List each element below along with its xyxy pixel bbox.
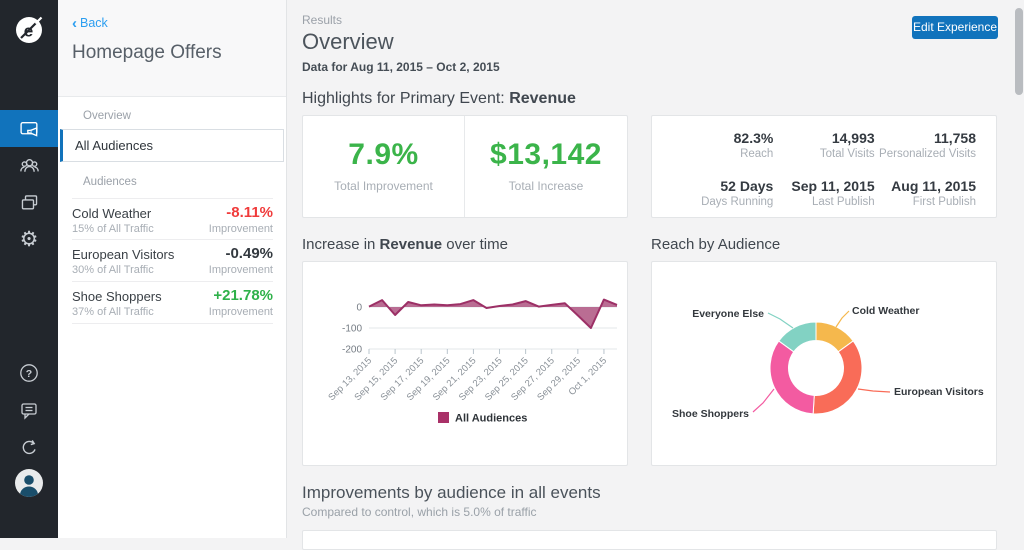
audience-improvement-label: Improvement	[208, 223, 273, 235]
total-improvement-value: 7.9%	[348, 138, 419, 171]
audience-improvement-value: +21.78%	[213, 287, 273, 304]
stat-reach: 82.3% Reach	[733, 130, 774, 160]
optimizely-logo[interactable]: e	[0, 0, 58, 58]
svg-text:-100: -100	[342, 324, 362, 335]
app-rail: e ⚙ ?	[0, 0, 58, 538]
gear-icon: ⚙	[19, 227, 39, 251]
nav-settings[interactable]: ⚙	[0, 221, 58, 258]
svg-text:0: 0	[356, 303, 362, 314]
back-link[interactable]: ‹ Back	[72, 15, 108, 32]
revenue-over-time-chart: 0 -100 -200 Sep 13, 2015 Sep 15, 2015 Sep 17,…	[302, 261, 628, 466]
back-label: Back	[80, 16, 108, 30]
avatar-icon	[15, 469, 43, 497]
total-increase-value: $13,142	[490, 138, 602, 171]
svg-text:Shoe Shoppers: Shoe Shoppers	[672, 408, 749, 420]
edit-experience-button[interactable]: Edit Experience	[912, 16, 998, 39]
total-increase-label: Total Increase	[508, 179, 584, 193]
audience-traffic: 15% of All Traffic	[72, 223, 154, 235]
user-avatar[interactable]	[14, 468, 44, 503]
chevron-left-icon: ‹	[72, 15, 77, 32]
donut-chart-heading: Reach by Audience	[651, 236, 781, 253]
svg-text:?: ?	[26, 368, 32, 380]
experience-title: Homepage Offers	[72, 42, 222, 63]
stat-personalized-visits: 11,758 Personalized Visits	[879, 130, 976, 160]
date-range: Data for Aug 11, 2015 – Oct 2, 2015	[302, 60, 500, 74]
redo-arrow-icon	[22, 439, 36, 454]
page-title: Overview	[302, 29, 394, 54]
redo-button[interactable]	[0, 428, 58, 465]
experience-panel: ‹ Back Homepage Offers Overview All Audie…	[58, 0, 287, 538]
audience-improvement-label: Improvement	[208, 264, 273, 276]
chat-bubble-icon	[21, 402, 37, 420]
sidebar-item-all-audiences[interactable]: All Audiences	[60, 129, 284, 162]
panel-header: ‹ Back Homepage Offers	[58, 0, 286, 97]
audiences-icon	[19, 159, 39, 172]
breadcrumb: Results	[302, 13, 343, 27]
total-improvement-label: Total Improvement	[334, 179, 433, 193]
scrollbar-thumb[interactable]	[1015, 8, 1023, 95]
audience-traffic: 30% of All Traffic	[72, 264, 154, 276]
highlights-card-primary: 7.9% Total Improvement $13,142 Total Inc…	[302, 115, 628, 218]
improvements-card	[302, 530, 997, 550]
highlights-card-stats: 82.3% Reach 14,993 Total Visits 11,758 Pers…	[651, 115, 997, 218]
stat-days-running: 52 Days Days Running	[701, 178, 774, 208]
total-increase-stat: $13,142 Total Increase	[465, 116, 627, 217]
audience-name: Cold Weather	[72, 206, 152, 221]
optimizely-logo-icon: e	[16, 16, 43, 43]
audience-improvement-value: -0.49%	[225, 245, 273, 262]
nav-audiences[interactable]	[0, 147, 58, 184]
results-main: Results Overview Data for Aug 11, 2015 –…	[287, 0, 1024, 550]
audiences-section-label: Audiences	[83, 176, 137, 188]
highlights-heading: Highlights for Primary Event: Revenue	[302, 90, 576, 107]
audience-name: Shoe Shoppers	[72, 289, 162, 304]
total-improvement-stat: 7.9% Total Improvement	[303, 116, 465, 217]
nav-pages[interactable]	[0, 184, 58, 221]
line-chart-heading: Increase in Revenue over time	[302, 236, 508, 253]
nav-experiences[interactable]	[0, 110, 58, 147]
audience-improvement-value: -8.11%	[226, 204, 273, 221]
audience-row-european-visitors[interactable]: European Visitors 30% of All Traffic -0.…	[72, 240, 273, 282]
audience-row-cold-weather[interactable]: Cold Weather 15% of All Traffic -8.11% I…	[72, 198, 273, 240]
svg-text:Cold Weather: Cold Weather	[852, 305, 919, 317]
stat-first-publish: Aug 11, 2015 First Publish	[891, 178, 976, 208]
donut-chart-svg: Cold Weather European Visitors Shoe Shoppe…	[672, 305, 984, 420]
svg-text:European Visitors: European Visitors	[894, 386, 984, 398]
audience-improvement-label: Improvement	[208, 306, 273, 318]
pages-icon	[21, 195, 37, 210]
improvements-subtitle: Compared to control, which is 5.0% of tr…	[302, 505, 537, 519]
svg-text:-200: -200	[342, 345, 362, 356]
audience-row-shoe-shoppers[interactable]: Shoe Shoppers 37% of All Traffic +21.78%…	[72, 282, 273, 324]
help-icon: ?	[20, 363, 38, 382]
svg-text:Everyone Else: Everyone Else	[692, 308, 764, 320]
help-button[interactable]: ?	[0, 354, 58, 391]
stat-total-visits: 14,993 Total Visits	[819, 130, 875, 160]
audience-name: European Visitors	[72, 247, 175, 262]
audience-list: Cold Weather 15% of All Traffic -8.11% I…	[58, 198, 287, 324]
improvements-heading: Improvements by audience in all events	[302, 483, 601, 502]
audience-traffic: 37% of All Traffic	[72, 306, 154, 318]
stat-last-publish: Sep 11, 2015 Last Publish	[791, 178, 875, 208]
svg-text:All Audiences: All Audiences	[455, 413, 527, 425]
feedback-button[interactable]	[0, 391, 58, 428]
overview-section-label: Overview	[83, 110, 131, 122]
experiences-icon	[19, 122, 38, 137]
reach-by-audience-chart: Cold Weather European Visitors Shoe Shoppe…	[651, 261, 997, 466]
